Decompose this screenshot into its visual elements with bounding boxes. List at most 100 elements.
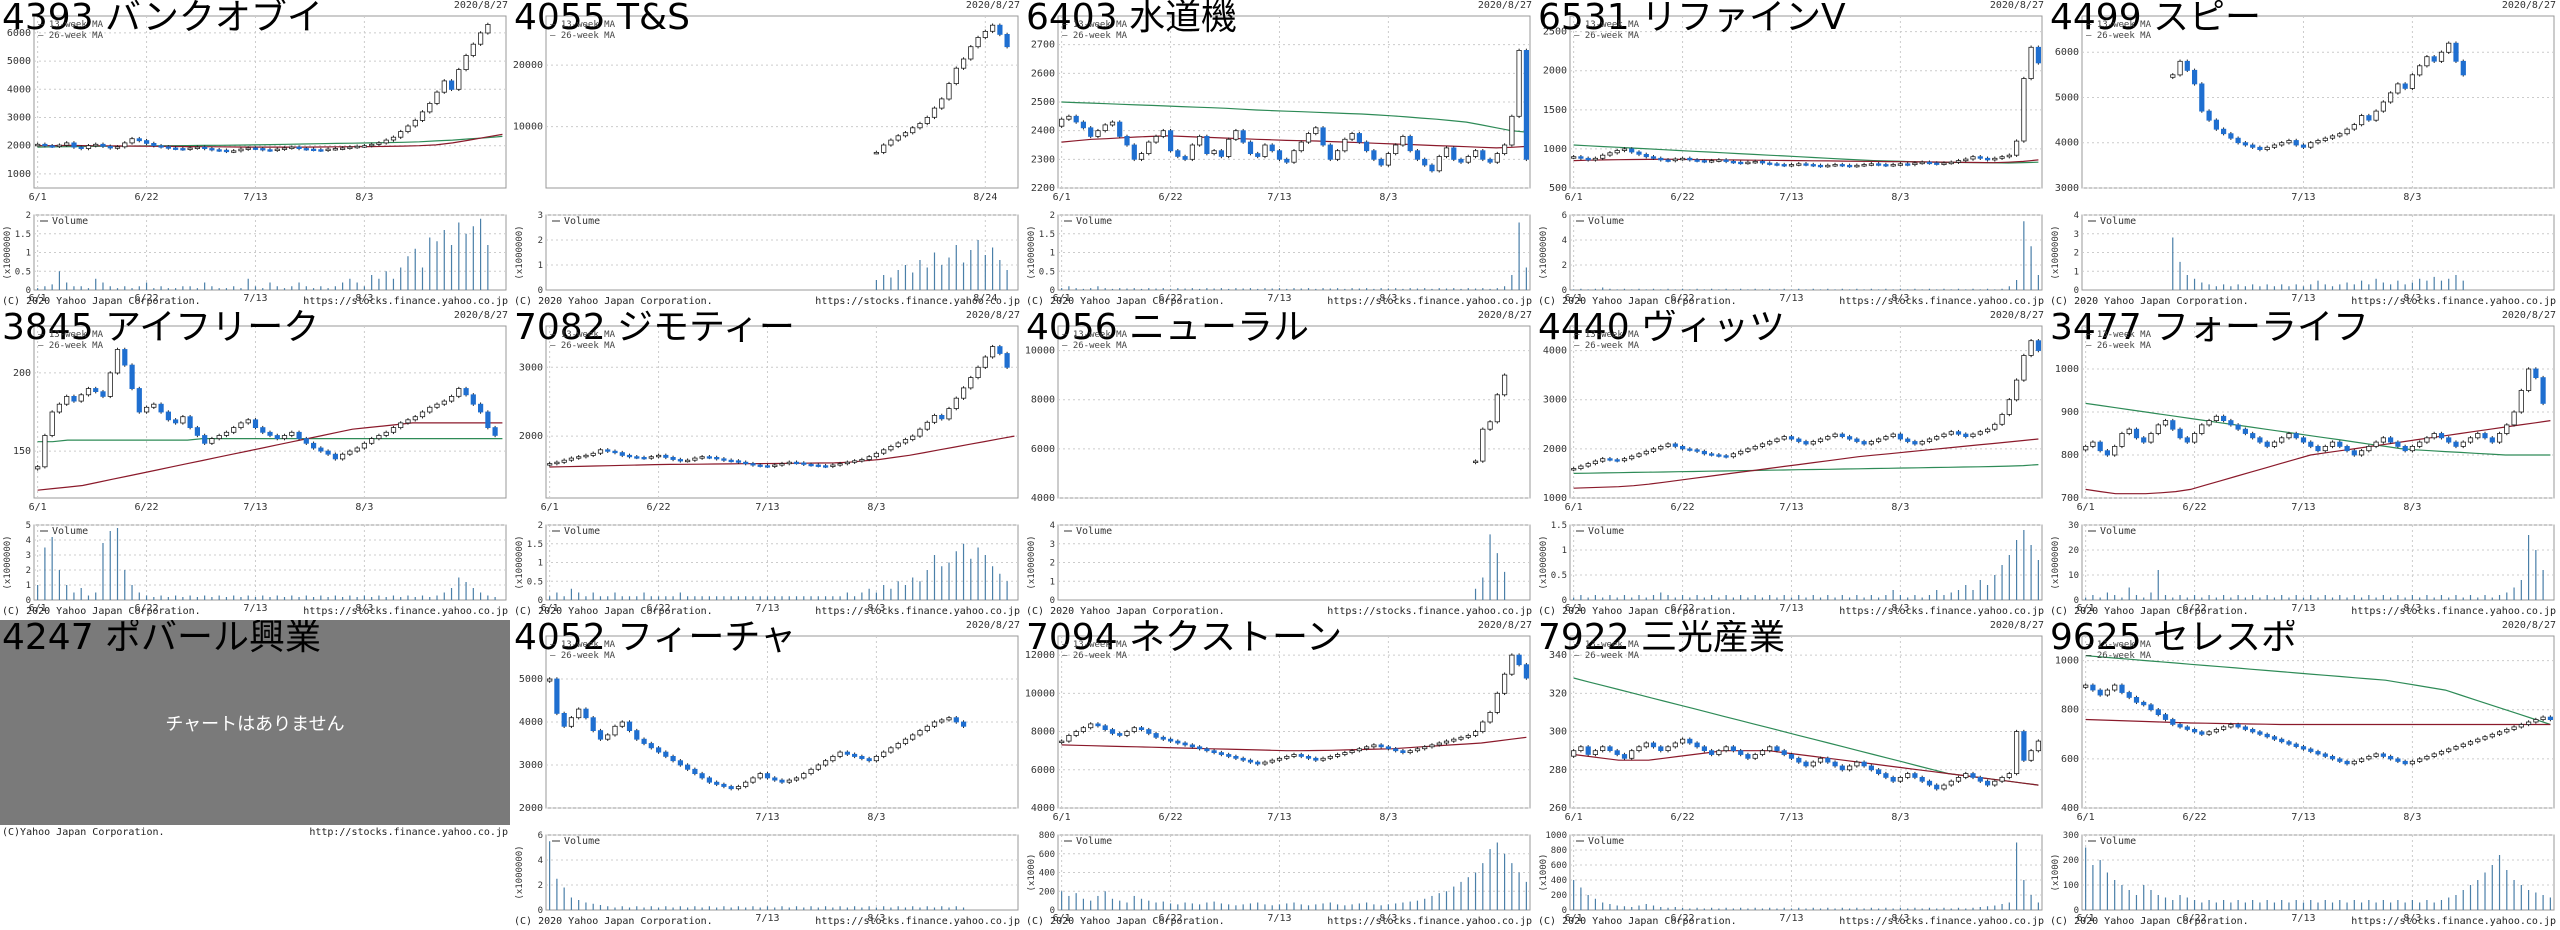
candle-body [815, 464, 821, 467]
candle-body [281, 147, 288, 150]
candle-body [1868, 163, 1875, 166]
candle-body [1963, 433, 1969, 437]
candle-body [1854, 164, 1860, 168]
candle-body [1665, 746, 1671, 752]
candle-body [209, 438, 215, 444]
candle-body [1378, 158, 1384, 166]
volume-tick-label: 1000 [1545, 831, 1567, 841]
chart-svg: 2000 3000 6/1 6/1 6/22 6/22 7/13 7/13 8/3 8/3 0 0.5… [515, 325, 1019, 614]
x-tick-label: 6/1 [1565, 293, 1583, 304]
x-tick-label: 8/3 [867, 502, 885, 513]
candle-body [634, 456, 640, 459]
chart-svg: 1000 2000 3000 4000 5000 6000 6/1 6/1 6/22 6/22 7/… [3, 15, 507, 304]
candle-body [786, 779, 792, 783]
candle-body [165, 411, 171, 421]
candle-body [924, 117, 930, 124]
candle-body [2286, 741, 2292, 745]
candle-body [1342, 138, 1348, 152]
y-tick-label: 2000 [519, 431, 543, 442]
candle-body [2329, 441, 2336, 447]
candle-body [2021, 731, 2027, 761]
copyright: (C) 2020 Yahoo Japan Corporation. [2050, 916, 2249, 927]
x-tick-label: 6/1 [1565, 502, 1583, 513]
candle-body [1629, 455, 1635, 460]
candle-body [2300, 746, 2307, 750]
x-tick-label: 7/13 [243, 293, 267, 304]
ma-legend-label: — 13-week MA [1574, 20, 1640, 30]
candle-body [2279, 437, 2285, 443]
candle-body [750, 777, 756, 783]
candle-body [1629, 750, 1635, 759]
candle-body [1480, 150, 1486, 160]
candle-body [750, 463, 756, 466]
volume-frame [2081, 834, 2555, 911]
candle-body [1788, 754, 1795, 759]
candle-body [129, 364, 135, 389]
candle-body [1919, 441, 1925, 445]
candle-body [1716, 159, 1722, 162]
candle-body [1153, 135, 1159, 143]
candle-body [390, 136, 397, 141]
candle-body [1883, 164, 1889, 167]
candle-body [1730, 160, 1736, 164]
candle-body [122, 142, 128, 148]
candle-body [1175, 740, 1181, 744]
candle-body [1687, 157, 1693, 161]
candle-body [2438, 433, 2445, 439]
candle-body [1955, 431, 1962, 435]
candle-body [1571, 156, 1577, 159]
candle-body [2213, 729, 2219, 733]
candle-body [953, 397, 959, 409]
candle-body [822, 760, 829, 766]
x-tick-label: 6/22 [1671, 603, 1695, 614]
candle-body [808, 463, 814, 467]
candle-body [303, 438, 309, 444]
volume-tick-label: 3 [538, 211, 543, 221]
candle-body [2148, 704, 2154, 711]
chart-cell: 700 800 900 1000 6/1 6/1 6/22 6/22 7/13 7/13 8/3 8/… [2048, 310, 2560, 620]
x-tick-label: 7/13 [2291, 913, 2315, 924]
candle-body [881, 144, 887, 153]
candle-body [1650, 742, 1657, 748]
candle-body [1578, 156, 1584, 159]
candle-body [1592, 460, 1599, 465]
candle-body [223, 149, 230, 153]
volume-frame [33, 524, 507, 601]
x-tick-label: 8/3 [2403, 812, 2421, 823]
volume-unit-label: (x1000) [1027, 854, 1037, 892]
candle-body [2453, 441, 2459, 447]
candle-body [1443, 740, 1450, 744]
x-tick-label: 7/13 [243, 603, 267, 614]
volume-tick-label: 1 [1050, 249, 1055, 259]
y-tick-label: 3000 [519, 760, 543, 771]
candle-body [2489, 437, 2495, 443]
ma-legend: — 13-week MA — 26-week MA [550, 330, 615, 352]
candle-body [946, 717, 952, 721]
candle-body [1501, 144, 1508, 155]
candle-body [2035, 740, 2042, 752]
candle-body [547, 463, 553, 466]
candle-body [1861, 441, 1867, 445]
candle-body [1334, 754, 1341, 757]
candle-body [1636, 746, 1642, 752]
candle-body [1276, 150, 1283, 160]
candle-body [2453, 746, 2459, 750]
candle-body [1875, 163, 1882, 166]
y-tick-label: 2200 [1031, 183, 1055, 194]
volume-tick-label: 1 [538, 261, 543, 271]
candle-body [1233, 130, 1239, 140]
x-tick-label: 8/3 [1379, 293, 1397, 304]
volume-tick-label: 0 [538, 286, 543, 296]
candle-body [1407, 750, 1413, 753]
y-tick-label: 12000 [1025, 650, 1055, 661]
candle-body [1948, 431, 1954, 435]
candle-body [1708, 160, 1715, 163]
volume-frame [545, 214, 1019, 291]
chart-title: 7094 ネクストーン [1026, 620, 1343, 658]
x-tick-label: 7/13 [1779, 502, 1803, 513]
chart-title: 4056 ニューラル [1026, 310, 1310, 348]
candle-body [1059, 118, 1065, 127]
candle-body [939, 415, 945, 420]
candle-body [1636, 453, 1642, 457]
candle-body [1912, 162, 1918, 166]
